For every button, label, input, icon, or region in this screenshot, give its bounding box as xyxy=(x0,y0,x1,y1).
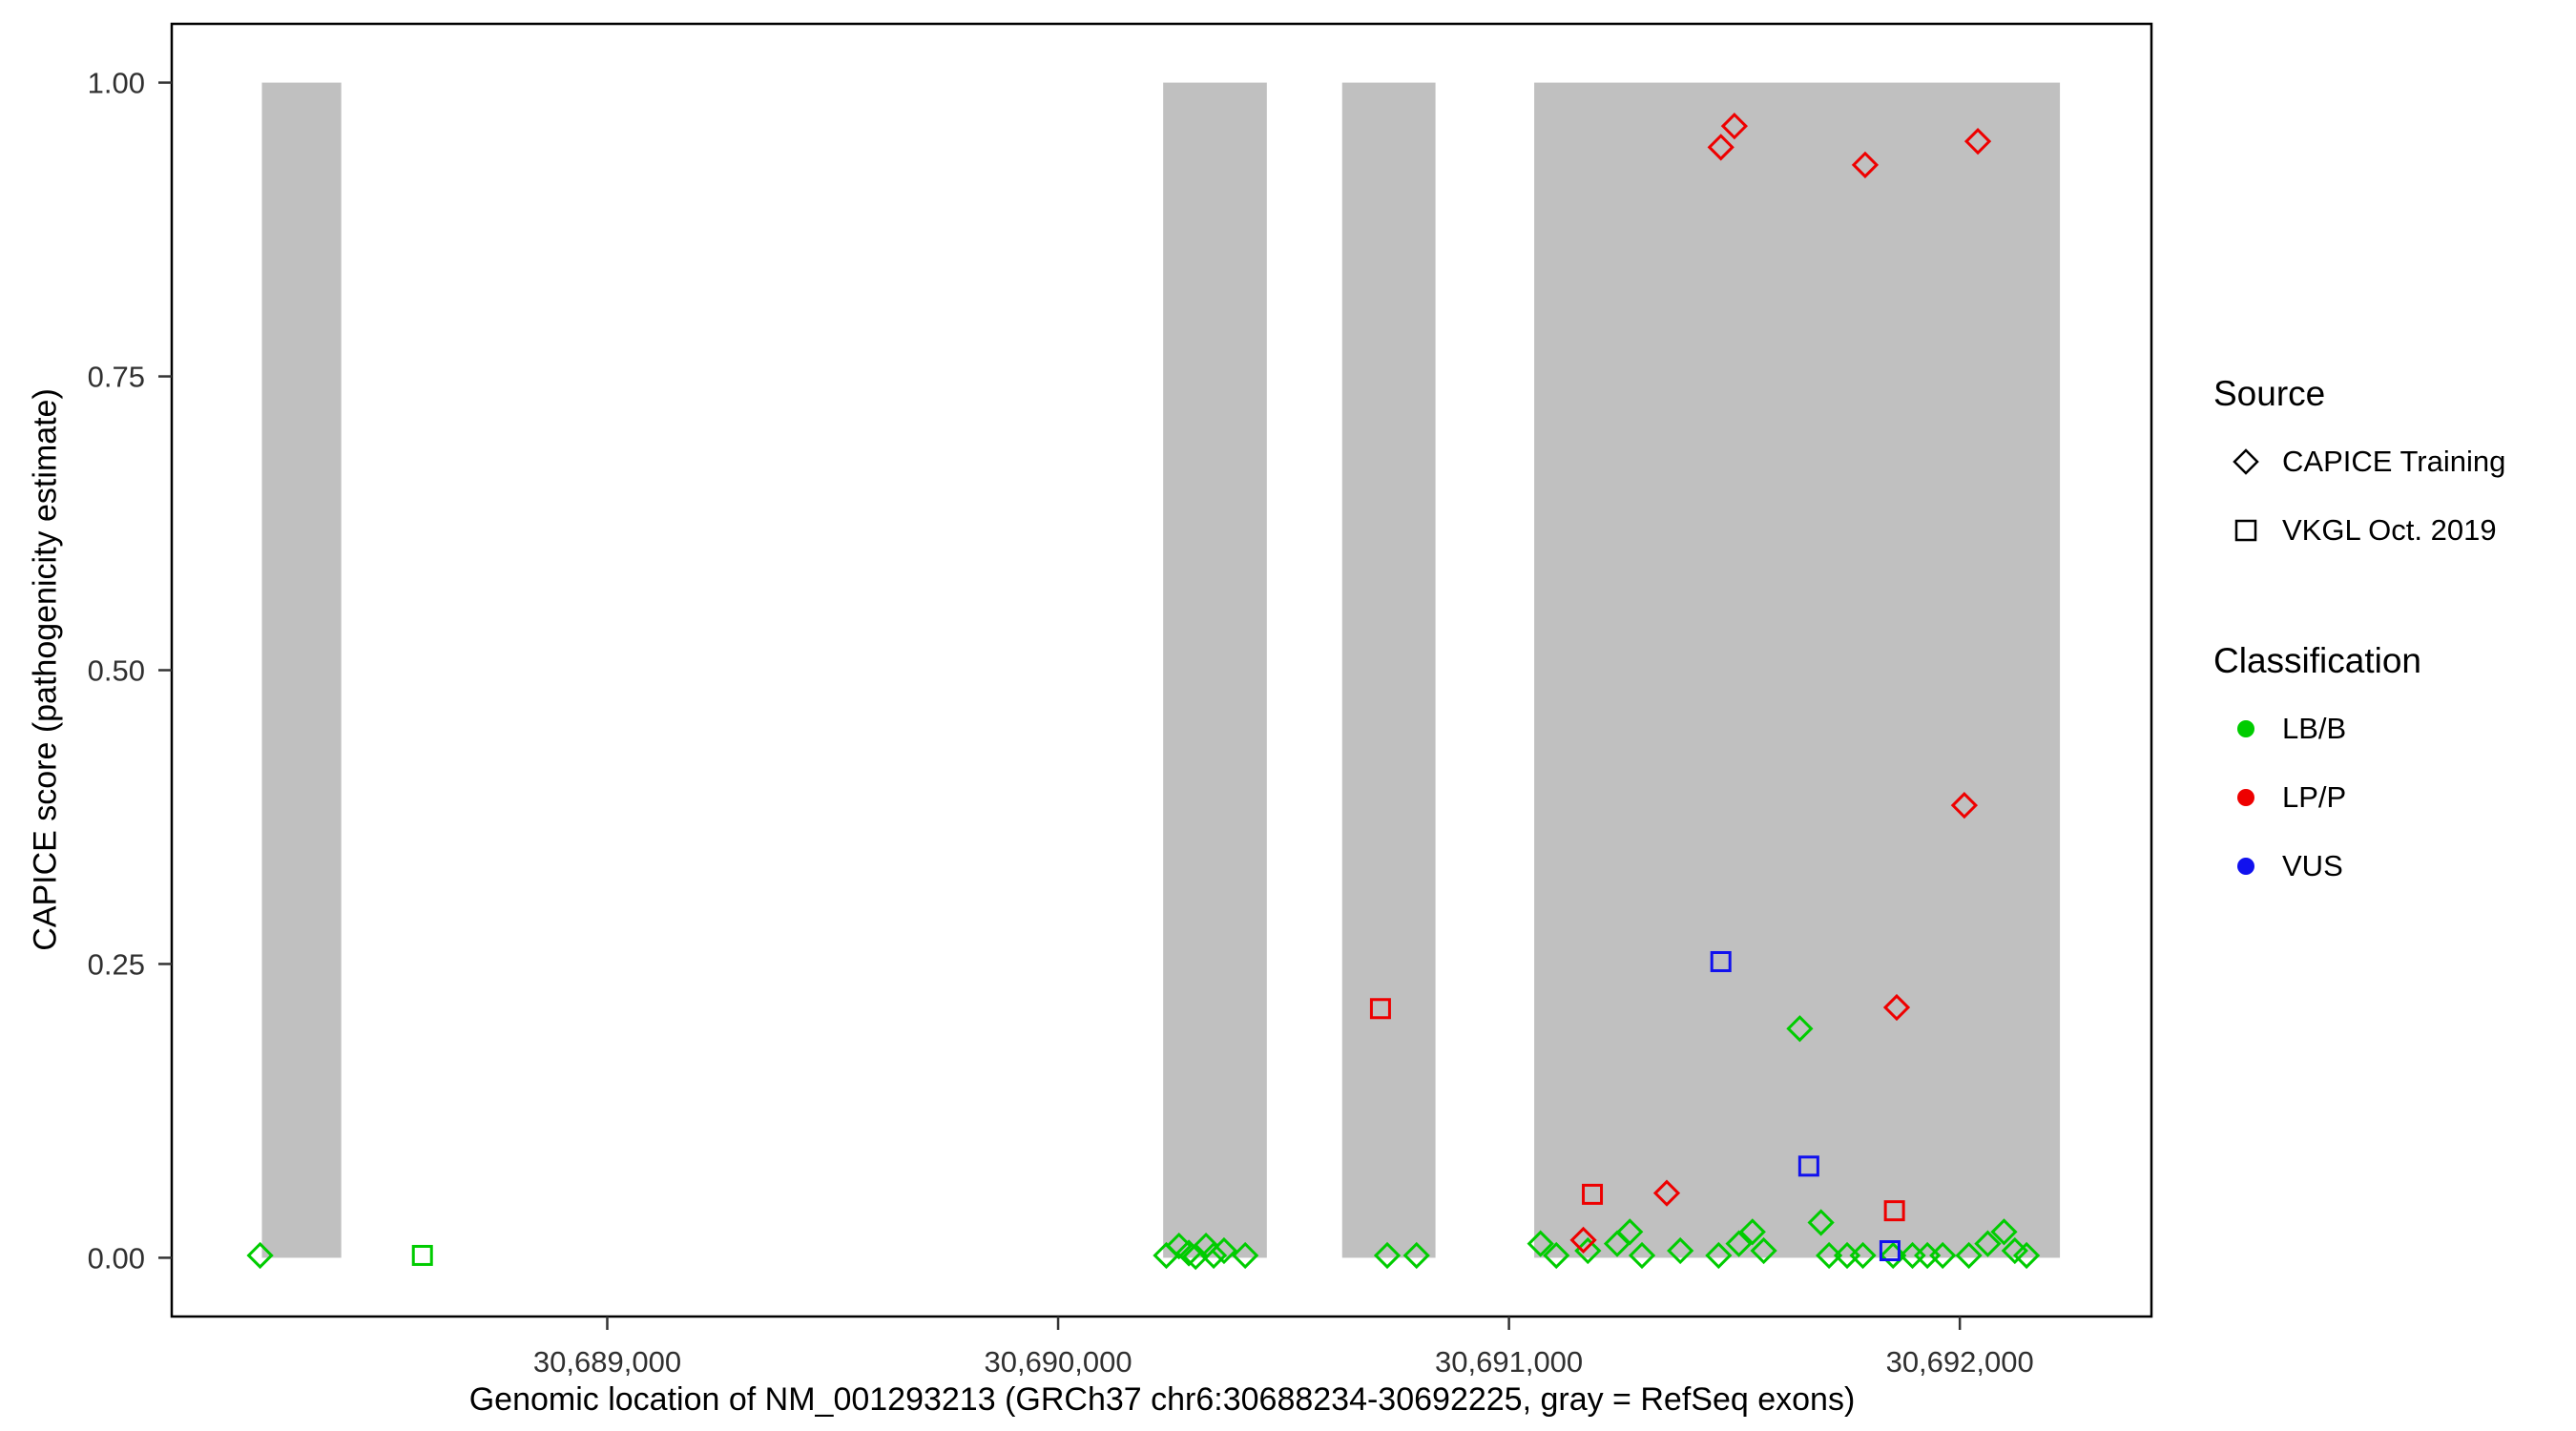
data-point-square xyxy=(411,1244,433,1266)
data-point-square xyxy=(1879,1240,1901,1262)
y-tick-label: 0.00 xyxy=(88,1241,145,1275)
legend-label-vus: VUS xyxy=(2282,849,2343,882)
data-point-diamond xyxy=(1929,1241,1957,1270)
diamond-icon xyxy=(2233,448,2259,475)
legend-group-source: Source CAPICE Training VKGL Oct. 2019 xyxy=(2213,374,2505,565)
legend-item-capice-training: CAPICE Training xyxy=(2213,427,2505,496)
data-point-diamond xyxy=(1616,1218,1644,1246)
data-point-diamond xyxy=(1955,1241,1983,1270)
data-point-diamond xyxy=(1569,1226,1597,1255)
data-point-diamond xyxy=(1720,113,1749,140)
y-tick-label: 1.00 xyxy=(88,67,145,100)
data-point-square xyxy=(1883,1200,1905,1222)
data-point-diamond xyxy=(1373,1241,1402,1270)
legend-item-vus: VUS xyxy=(2213,832,2505,901)
legend-label-lpp: LP/P xyxy=(2282,780,2347,814)
data-point-diamond xyxy=(2012,1241,2041,1270)
legend-title-classification: Classification xyxy=(2213,641,2421,680)
data-point-diamond xyxy=(1543,1241,1570,1270)
legend-title-source: Source xyxy=(2213,374,2326,413)
data-point-diamond xyxy=(1705,1241,1733,1270)
data-point-diamond xyxy=(1652,1179,1681,1207)
data-point-diamond xyxy=(1738,1218,1766,1246)
legend-item-vkgl: VKGL Oct. 2019 xyxy=(2213,496,2505,565)
data-point-diamond xyxy=(1199,1241,1228,1270)
y-axis-title: CAPICE score (pathogenicity estimate) xyxy=(27,388,64,951)
y-tick-label: 0.50 xyxy=(88,654,145,688)
legend-group-classification: Classification LB/B LP/P VUS xyxy=(2213,641,2505,901)
y-tick-label: 0.75 xyxy=(88,361,145,394)
x-tick-label: 30,689,000 xyxy=(533,1345,681,1379)
data-point-diamond xyxy=(1849,1241,1877,1270)
data-point-diamond xyxy=(1667,1236,1694,1265)
refseq-exon-band xyxy=(1534,82,2061,1258)
refseq-exon-band xyxy=(1341,82,1436,1258)
data-point-diamond xyxy=(1402,1241,1430,1270)
data-point-square xyxy=(1710,950,1732,972)
y-tick-label: 0.25 xyxy=(88,947,145,981)
x-tick-label: 30,690,000 xyxy=(984,1345,1132,1379)
data-point-diamond xyxy=(1974,1230,2002,1257)
data-point-diamond xyxy=(1807,1209,1835,1236)
blue-dot-icon xyxy=(2237,858,2254,875)
data-point-diamond xyxy=(1815,1241,1843,1270)
x-tick-label: 30,692,000 xyxy=(1886,1345,2034,1379)
legend: Source CAPICE Training VKGL Oct. 2019 Cl… xyxy=(2213,374,2505,901)
data-point-diamond xyxy=(1950,792,1979,819)
legend-label-lbb: LB/B xyxy=(2282,712,2347,745)
red-dot-icon xyxy=(2237,789,2254,806)
data-point-diamond xyxy=(246,1241,274,1270)
data-point-diamond xyxy=(1990,1218,2018,1246)
data-point-diamond xyxy=(1527,1230,1554,1257)
refseq-exon-band xyxy=(1163,82,1267,1258)
data-point-diamond xyxy=(1750,1236,1777,1265)
legend-label-vkgl: VKGL Oct. 2019 xyxy=(2282,513,2497,547)
green-dot-icon xyxy=(2237,720,2254,737)
refseq-exon-band xyxy=(261,82,342,1258)
data-point-diamond xyxy=(1963,128,1992,156)
legend-item-lpp: LP/P xyxy=(2213,763,2505,832)
legend-item-lbb: LB/B xyxy=(2213,695,2505,763)
data-point-diamond xyxy=(1882,993,1911,1022)
data-point-diamond xyxy=(1628,1241,1656,1270)
data-point-diamond xyxy=(1786,1015,1814,1043)
x-tick-label: 30,691,000 xyxy=(1435,1345,1583,1379)
data-point-diamond xyxy=(1210,1236,1238,1265)
data-point-diamond xyxy=(1707,134,1735,161)
x-axis-title: Genomic location of NM_001293213 (GRCh37… xyxy=(468,1381,1856,1418)
data-point-square xyxy=(1369,998,1391,1020)
square-icon xyxy=(2234,519,2257,542)
data-point-square xyxy=(1582,1183,1604,1205)
data-point-diamond xyxy=(1880,1241,1907,1270)
legend-label-capice-training: CAPICE Training xyxy=(2282,445,2506,478)
data-point-diamond xyxy=(1725,1230,1753,1257)
data-point-square xyxy=(1797,1155,1819,1177)
data-point-diamond xyxy=(1232,1241,1259,1270)
data-point-diamond xyxy=(1851,151,1880,178)
